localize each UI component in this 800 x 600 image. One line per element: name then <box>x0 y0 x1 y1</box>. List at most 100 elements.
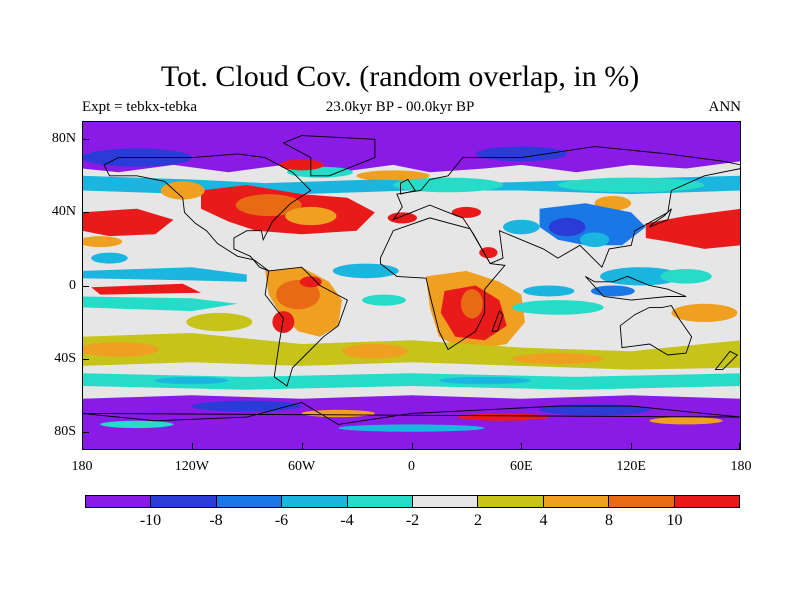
madagascar-coastline <box>491 310 504 332</box>
maritime-continent-cyan <box>600 267 681 286</box>
southern-streak-cyan-2 <box>438 376 531 385</box>
equatorial-pacific-red-stripe <box>91 283 201 295</box>
japan-coastline <box>649 208 672 228</box>
amazon-darkorange <box>276 280 320 310</box>
atlantic-itcz-cyan <box>332 263 399 279</box>
central-north-pacific-red <box>82 208 174 237</box>
lon-tick-mark <box>521 443 523 450</box>
australia-neutral <box>622 323 677 339</box>
british-isles-coastline <box>400 178 416 195</box>
southern-streak-cyan-1 <box>155 376 229 385</box>
lon-tick-mark <box>411 443 413 450</box>
antarctica-coastline <box>82 402 741 425</box>
colorbar-swatch <box>347 496 414 507</box>
colorbar-label: -4 <box>340 512 354 529</box>
lat-tick-mark <box>82 431 89 433</box>
lon-tick-mark <box>739 443 740 450</box>
europe-teal-patch <box>393 177 504 193</box>
sahara-neutral <box>389 234 471 257</box>
lon-tick-mark <box>301 443 303 450</box>
hawaii-cyan <box>91 252 128 264</box>
ross-orange-streak <box>649 417 723 425</box>
coral-sea-orange <box>671 303 738 323</box>
southern-blue-patch-2 <box>539 404 650 416</box>
amundsen-teal-streak <box>100 420 174 429</box>
lat-tick-label: 80N <box>51 131 76 147</box>
lon-tick-label: 120E <box>616 459 646 474</box>
kara-blue-patch <box>475 146 568 162</box>
guiana-red <box>299 276 322 288</box>
colorbar-label: -10 <box>139 512 162 529</box>
lon-tick-mark <box>631 443 633 450</box>
iberia-red-patch <box>387 212 417 224</box>
colorbar-swatch <box>609 496 675 507</box>
lon-tick-label: 60E <box>510 459 533 474</box>
lat-tick-label: 80S <box>54 423 76 439</box>
southern-blue-patch-1 <box>191 400 302 412</box>
new-zealand-coastline <box>714 350 739 371</box>
colorbar-swatch <box>86 496 152 507</box>
east-africa-darkorange <box>460 289 483 319</box>
great-lakes-darkorange <box>235 194 302 217</box>
colorbar-label: 4 <box>539 512 548 529</box>
lat-tick-label: 40N <box>51 204 76 220</box>
red-sea-red-patch <box>479 247 498 259</box>
colorbar-swatch <box>151 496 217 507</box>
south-indian-orange <box>512 353 604 365</box>
southern-ocean-teal <box>82 373 741 390</box>
colorbar-label: -2 <box>405 512 420 529</box>
colorbar-label: 8 <box>605 512 613 529</box>
south-atlantic-teal <box>362 294 407 306</box>
north-atlantic-orange-patch <box>356 170 430 182</box>
season-label: ANN <box>708 99 742 115</box>
map-canvas <box>82 121 741 450</box>
java-sea-blue <box>590 285 635 297</box>
australia-coastline <box>619 305 693 356</box>
baffin-red-patch <box>279 159 324 171</box>
lat-tick-mark <box>82 358 89 360</box>
maritime-continent-coastline <box>585 275 687 301</box>
lon-tick-mark <box>82 443 83 450</box>
lon-tick-label: 120W <box>174 459 209 474</box>
antarctic-interior-cyan <box>338 424 485 432</box>
colorbar-swatch <box>216 496 283 507</box>
southern-ocean-purple <box>82 395 741 450</box>
lon-tick-label: 180 <box>71 459 93 474</box>
indian-ocean-teal <box>512 300 604 315</box>
lon-tick-mark <box>191 443 193 450</box>
middle-east-cyan <box>503 219 540 235</box>
equatorial-indian-cyan <box>523 285 575 297</box>
lat-tick-label: 40S <box>54 350 76 366</box>
lon-tick-label: 180 <box>730 459 752 474</box>
greenland-coastline <box>282 135 376 177</box>
lon-tick-label: 0 <box>408 459 415 474</box>
colorbar-label: -8 <box>209 512 223 529</box>
colorbar-swatch <box>543 496 610 507</box>
gulf-stream-orange <box>285 206 337 226</box>
lon-tick-label: 60W <box>288 459 316 474</box>
lat-tick-mark <box>82 139 89 141</box>
antarctic-coast-red-streak <box>457 413 549 421</box>
colorbar-swatch <box>282 496 348 507</box>
time-range-label: 23.0kyr BP - 00.0kyr BP <box>325 99 475 115</box>
turkey-red-patch <box>451 206 482 218</box>
chart-title: Tot. Cloud Cov. (random overlap, in %) <box>160 60 640 93</box>
mongolia-orange <box>594 195 632 211</box>
africa-coastline <box>379 217 506 351</box>
southern-midlatitude-olive <box>82 333 741 370</box>
west-pacific-teal <box>660 269 712 284</box>
equatorial-pacific-cyan-north <box>82 267 247 282</box>
lat-tick-mark <box>82 285 89 287</box>
colorbar-label: 2 <box>474 512 482 529</box>
weddell-orange-streak <box>301 409 375 418</box>
experiment-label: Expt = tebkx-tebka <box>82 99 198 115</box>
colorbar-swatch <box>674 496 740 507</box>
lat-tick-mark <box>82 212 89 214</box>
north-america-coastline <box>103 153 312 272</box>
tibet-blue-core <box>548 217 586 237</box>
southeast-pacific-olive <box>186 312 253 332</box>
arctic-decrease-region <box>82 121 741 173</box>
subtropical-pacific-orange <box>82 236 123 248</box>
pacific-northwest-orange <box>160 181 205 200</box>
colorbar-label: 10 <box>666 512 683 529</box>
